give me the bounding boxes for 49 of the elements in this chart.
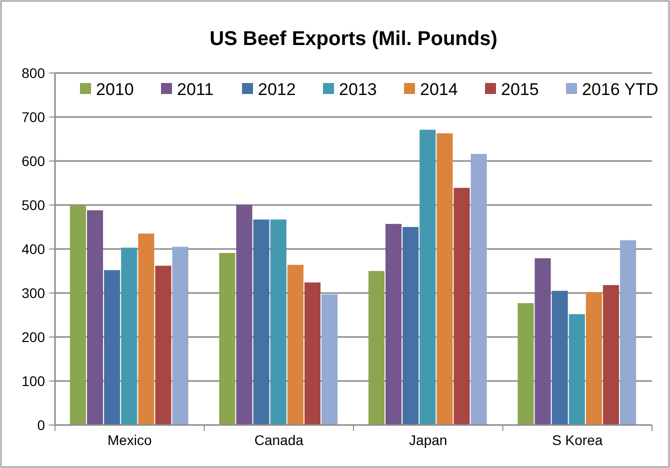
bar [368,271,384,425]
bar [602,285,620,425]
y-tick-label: 700 [22,108,46,125]
legend-label: 2013 [339,80,377,99]
bar [454,188,470,425]
bar [470,154,487,425]
legend-label: 2012 [258,80,296,99]
bar [287,264,304,425]
legend-label: 2014 [420,80,458,99]
y-tick-label: 0 [37,416,46,433]
bar [420,130,436,425]
bar [534,258,551,425]
bar [86,210,104,425]
bar [219,252,236,425]
legend-label: 2016 YTD [582,80,658,99]
bar [568,314,585,425]
bar [322,294,338,425]
bar [104,270,120,425]
bar [385,224,402,425]
legend-label: 2010 [96,80,134,99]
bar [138,234,154,425]
bar [253,220,270,425]
legend-label: 2011 [177,80,214,99]
y-tick-label: 300 [22,284,46,301]
x-tick-label: S Korea [552,432,603,448]
x-tick-label: Canada [254,432,304,448]
y-tick-label: 400 [22,240,46,257]
chart-title: US Beef Exports (Mil. Pounds) [210,28,498,50]
y-tick-label: 800 [22,64,46,81]
bar [121,248,138,425]
y-tick-label: 100 [22,372,46,389]
y-tick-label: 200 [22,328,46,345]
bar [70,205,86,425]
y-tick-label: 600 [22,152,46,169]
bar [402,227,419,425]
bar [586,292,602,425]
bar [270,220,286,425]
bar [552,290,568,425]
bar [236,205,252,425]
bar [155,266,172,425]
legend-label: 2015 [501,80,539,99]
bar [172,246,188,425]
x-tick-label: Japan [409,432,448,448]
bar [304,282,321,425]
y-tick-label: 500 [22,196,46,213]
x-tick-label: Mexico [107,432,152,448]
bar [620,240,636,425]
bar [436,133,453,425]
bar [518,303,534,425]
